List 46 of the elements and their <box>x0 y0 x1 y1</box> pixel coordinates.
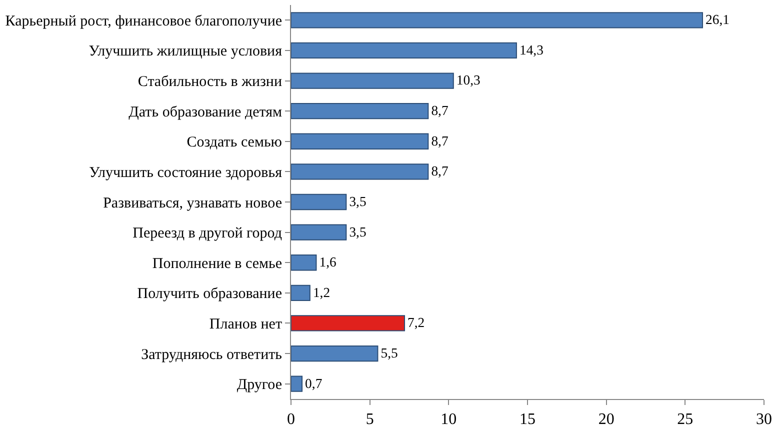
bar <box>291 12 704 28</box>
data-label: 1,2 <box>312 284 330 300</box>
bar <box>291 376 303 392</box>
y-tick-label: Получить образование <box>137 286 282 302</box>
data-label: 8,7 <box>431 133 448 148</box>
bar <box>291 315 406 332</box>
data-label: 14,3 <box>519 42 544 58</box>
bar <box>291 133 429 150</box>
y-tick-label: Дать образование детям <box>128 104 282 120</box>
y-tick-label: Карьерный рост, финансовое благополучие <box>5 13 282 30</box>
x-tick-label: 10 <box>440 411 457 428</box>
data-label: 1,6 <box>319 254 337 270</box>
data-label: 8,7 <box>431 103 448 118</box>
data-label: 8,7 <box>431 164 448 179</box>
y-tick-label: Развиваться, узнавать новое <box>103 195 282 212</box>
bar <box>291 284 310 301</box>
y-tick-label: Улучшить состояние здоровья <box>89 164 282 181</box>
bar <box>291 345 378 362</box>
bar <box>291 103 429 120</box>
bar <box>291 164 429 180</box>
x-tick-label: 0 <box>287 411 295 428</box>
bar <box>291 194 347 210</box>
data-label: 5,5 <box>380 346 398 361</box>
data-label: 3,5 <box>349 224 366 240</box>
y-tick-label: Планов нет <box>209 316 282 332</box>
y-tick-label: Улучшить жилищные условия <box>88 44 282 60</box>
bar <box>291 224 347 240</box>
y-tick-label: Стабильность в жизни <box>138 74 282 90</box>
y-tick-label: Создать семью <box>186 134 282 151</box>
data-label: 3,5 <box>349 194 366 209</box>
x-tick-label: 20 <box>598 411 614 428</box>
x-tick-label: 15 <box>520 411 536 428</box>
data-label: 7,2 <box>408 315 425 330</box>
x-tick-label: 30 <box>756 411 772 428</box>
data-label: 26,1 <box>706 12 730 28</box>
y-tick-label: Переезд в другой город <box>132 226 282 242</box>
y-tick-label: Другое <box>236 377 282 394</box>
y-tick-label: Пополнение в семье <box>152 256 282 272</box>
x-tick-label: 5 <box>366 411 374 428</box>
bar <box>291 254 317 271</box>
data-label: 0,7 <box>305 376 322 391</box>
x-tick-label: 25 <box>677 411 694 428</box>
data-label: 10,3 <box>456 72 481 88</box>
bar <box>291 72 454 89</box>
y-tick-label: Затрудняюсь ответить <box>141 346 282 363</box>
bar <box>291 42 517 59</box>
